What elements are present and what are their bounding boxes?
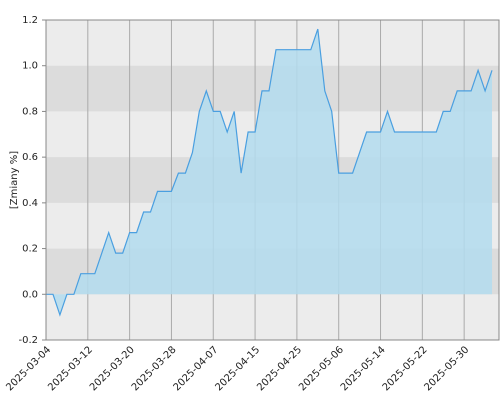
area xyxy=(46,29,493,315)
y-axis-label: [Zmiany %] xyxy=(9,151,20,209)
y-tick-label: -0.2 xyxy=(18,335,38,346)
x-tick-label: 2025-05-30 xyxy=(423,344,472,393)
plot-frame xyxy=(45,19,500,341)
y-tick-label: 1.2 xyxy=(22,15,38,26)
y-tick-label: 0.0 xyxy=(22,289,38,300)
y-tick-label: 1.0 xyxy=(22,61,38,72)
line xyxy=(46,28,493,317)
y-tick-label: 0.6 xyxy=(22,152,38,163)
y-tick-label: 0.4 xyxy=(22,198,38,209)
y-tick-label: 0.8 xyxy=(22,106,38,117)
y-tick-label: 0.2 xyxy=(22,244,38,255)
